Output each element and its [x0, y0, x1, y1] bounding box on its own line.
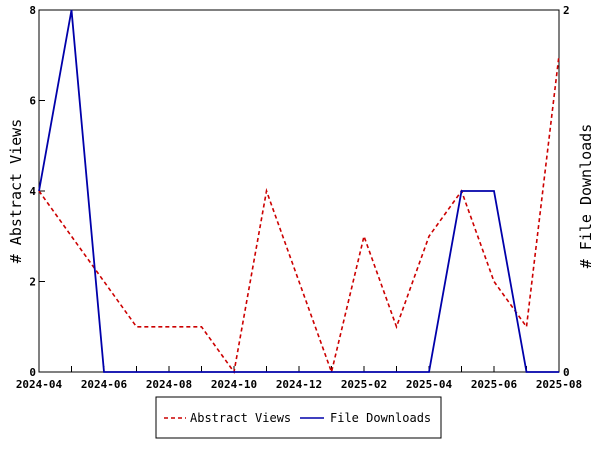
y-tick-label: 6: [29, 95, 36, 108]
y-axis-title: # Abstract Views: [7, 119, 25, 264]
series-line-abstract-views: [38, 55, 560, 375]
x-tick-label: 2024-04: [16, 378, 63, 391]
y-axis-right-title: # File Downloads: [577, 124, 595, 269]
x-tick-label: 2024-08: [146, 378, 192, 391]
y-tick-label: 8: [29, 4, 36, 17]
legend: Abstract Views File Downloads: [155, 396, 442, 439]
y-tick-label: 4: [29, 185, 36, 198]
y-right-tick-label: 0: [563, 366, 570, 379]
series-line-file-downloads: [38, 9, 559, 373]
x-tick-label: 2025-08: [536, 378, 582, 391]
y-tick-label: 0: [29, 366, 36, 379]
y-axis-left: 0 2 4 6 8: [29, 4, 45, 379]
y-tick-label: 2: [29, 276, 36, 289]
series-layer: [38, 9, 560, 375]
x-tick-label: 2025-02: [341, 378, 387, 391]
x-tick-label: 2025-04: [406, 378, 453, 391]
legend-label-file-downloads: File Downloads: [330, 411, 431, 425]
x-tick-label: 2024-12: [276, 378, 322, 391]
x-tick-label: 2024-06: [81, 378, 128, 391]
legend-label-abstract-views: Abstract Views: [190, 411, 291, 425]
legend-box: [155, 396, 442, 439]
x-tick-label: 2025-06: [471, 378, 518, 391]
x-axis: 2024-04 2024-06 2024-08 2024-10 2024-12 2025-…: [16, 366, 582, 391]
y-right-tick-label: 2: [563, 4, 570, 17]
x-tick-label: 2024-10: [211, 378, 257, 391]
